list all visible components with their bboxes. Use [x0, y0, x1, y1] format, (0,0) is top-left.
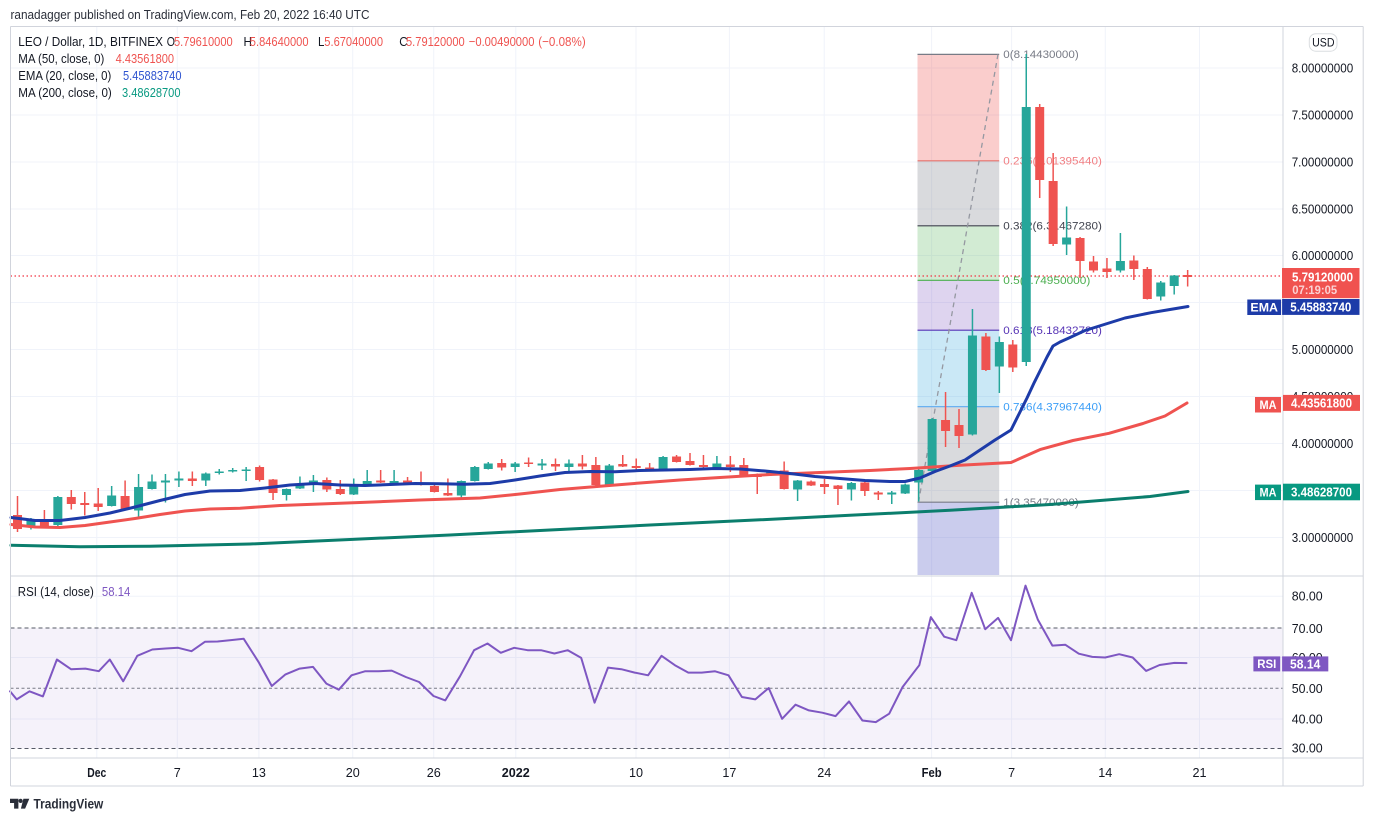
svg-text:−0.00490000: −0.00490000: [469, 34, 535, 49]
svg-text:ranadagger published on Tradin: ranadagger published on TradingView.com,…: [11, 7, 370, 22]
svg-text:58.14: 58.14: [1290, 657, 1320, 671]
svg-text:17: 17: [722, 766, 736, 780]
svg-text:50.00: 50.00: [1292, 682, 1323, 696]
svg-text:RSI (14, close): RSI (14, close): [18, 584, 94, 599]
svg-text:0.786(4.37967440): 0.786(4.37967440): [1003, 401, 1102, 413]
svg-text:4.43561800: 4.43561800: [1291, 396, 1352, 410]
svg-text:10: 10: [629, 766, 643, 780]
svg-text:H: H: [244, 34, 252, 49]
svg-text:Feb: Feb: [922, 766, 942, 780]
svg-text:26: 26: [427, 766, 441, 780]
svg-text:80.00: 80.00: [1292, 590, 1323, 604]
svg-text:7.00000000: 7.00000000: [1292, 155, 1354, 169]
svg-text:5.79120000: 5.79120000: [406, 34, 465, 49]
svg-text:8.00000000: 8.00000000: [1292, 61, 1354, 75]
svg-text:RSI: RSI: [1257, 659, 1276, 671]
svg-text:TradingView: TradingView: [34, 797, 104, 812]
svg-text:21: 21: [1192, 766, 1206, 780]
svg-text:30.00: 30.00: [1292, 741, 1323, 755]
svg-text:5.79610000: 5.79610000: [174, 34, 233, 49]
svg-text:4.00000000: 4.00000000: [1292, 437, 1354, 451]
svg-text:Dec: Dec: [87, 766, 106, 780]
svg-text:14: 14: [1098, 766, 1112, 780]
svg-text:4.43561800: 4.43561800: [116, 51, 175, 66]
svg-text:5.67040000: 5.67040000: [324, 34, 383, 49]
svg-text:20: 20: [346, 766, 360, 780]
svg-text:7: 7: [1008, 766, 1015, 780]
svg-text:EMA (20, close, 0): EMA (20, close, 0): [18, 68, 111, 83]
svg-text:24: 24: [817, 766, 831, 780]
svg-text:C: C: [399, 34, 407, 49]
svg-text:EMA: EMA: [1250, 302, 1278, 314]
svg-text:5.84640000: 5.84640000: [250, 34, 309, 49]
svg-text:5.79120000: 5.79120000: [1292, 271, 1353, 285]
svg-text:(−0.08%): (−0.08%): [538, 34, 585, 49]
svg-text:L: L: [318, 34, 324, 49]
svg-text:5.45883740: 5.45883740: [123, 68, 182, 83]
svg-text:70.00: 70.00: [1292, 622, 1323, 636]
svg-text:MA (50, close, 0): MA (50, close, 0): [18, 51, 104, 66]
svg-text:O: O: [167, 34, 175, 49]
svg-text:5.45883740: 5.45883740: [1290, 300, 1351, 314]
svg-text:5.00000000: 5.00000000: [1292, 343, 1354, 357]
svg-text:40.00: 40.00: [1292, 712, 1323, 726]
svg-text:USD: USD: [1312, 37, 1334, 50]
svg-text:6.50000000: 6.50000000: [1292, 202, 1354, 216]
svg-text:6.00000000: 6.00000000: [1292, 249, 1354, 263]
svg-text:0(8.14430000): 0(8.14430000): [1003, 49, 1078, 61]
svg-text:MA: MA: [1260, 487, 1277, 499]
svg-text:3.00000000: 3.00000000: [1292, 531, 1354, 545]
svg-text:MA: MA: [1260, 400, 1277, 412]
svg-text:07:19:05: 07:19:05: [1292, 283, 1337, 297]
svg-text:2022: 2022: [502, 766, 530, 780]
svg-text:7.50000000: 7.50000000: [1292, 108, 1354, 122]
svg-text:3.48628700: 3.48628700: [1291, 486, 1352, 500]
svg-text:MA (200, close, 0): MA (200, close, 0): [18, 85, 112, 100]
svg-text:LEO / Dollar, 1D, BITFINEX: LEO / Dollar, 1D, BITFINEX: [18, 34, 163, 49]
svg-text:3.48628700: 3.48628700: [122, 85, 181, 100]
svg-text:0.5(5.74950000): 0.5(5.74950000): [1003, 275, 1090, 287]
svg-text:58.14: 58.14: [102, 584, 130, 599]
svg-text:13: 13: [252, 766, 266, 780]
svg-text:7: 7: [174, 766, 181, 780]
